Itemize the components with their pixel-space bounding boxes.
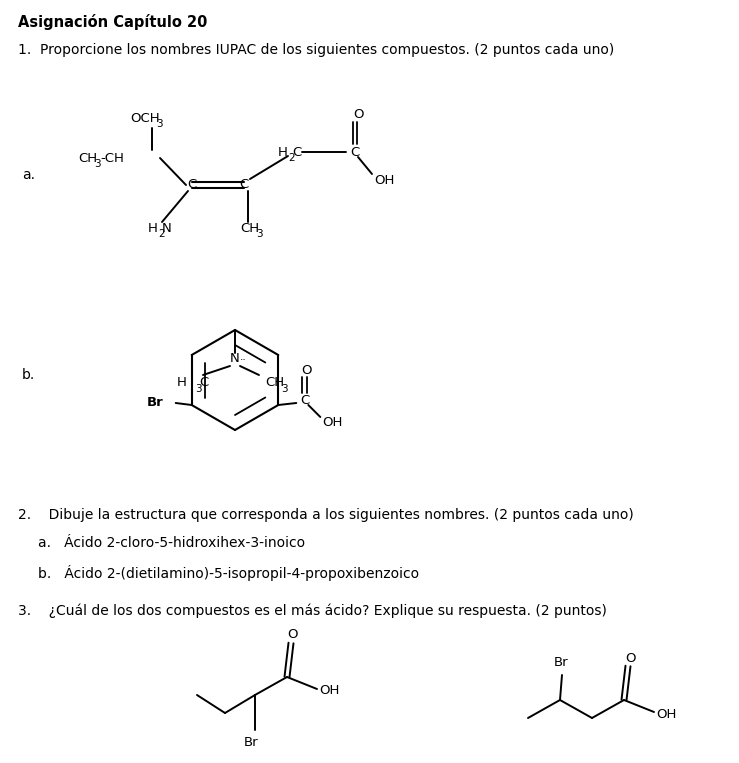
Text: H: H — [278, 146, 288, 159]
Text: OH: OH — [656, 707, 676, 720]
Text: O: O — [287, 629, 299, 642]
Text: Br: Br — [554, 655, 568, 668]
Text: Br: Br — [147, 397, 164, 410]
Text: Asignación Capítulo 20: Asignación Capítulo 20 — [18, 14, 208, 30]
Text: CH: CH — [240, 221, 259, 234]
Text: O: O — [353, 108, 364, 121]
Text: 2: 2 — [288, 153, 295, 163]
Text: H: H — [177, 376, 187, 389]
Text: C: C — [350, 146, 359, 159]
Text: C: C — [292, 146, 302, 159]
Text: OCH: OCH — [130, 111, 160, 124]
Text: C: C — [300, 394, 310, 407]
Text: OH: OH — [374, 173, 395, 186]
Text: C: C — [239, 179, 248, 192]
Text: CH: CH — [78, 152, 97, 165]
Text: O: O — [301, 365, 312, 378]
Text: 1.  Proporcione los nombres IUPAC de los siguientes compuestos. (2 puntos cada u: 1. Proporcione los nombres IUPAC de los … — [18, 43, 614, 57]
Text: a.: a. — [22, 168, 35, 182]
Text: O: O — [624, 652, 636, 665]
Text: 3: 3 — [281, 384, 287, 394]
Text: 3: 3 — [156, 119, 163, 129]
Text: CH: CH — [265, 376, 284, 389]
Text: 2: 2 — [158, 229, 165, 239]
Text: ··: ·· — [240, 355, 247, 365]
Text: H: H — [148, 221, 158, 234]
Text: 2.    Dibuje la estructura que corresponda a los siguientes nombres. (2 puntos c: 2. Dibuje la estructura que corresponda … — [18, 508, 634, 522]
Text: OH: OH — [322, 417, 343, 430]
Text: 3: 3 — [195, 384, 202, 394]
Text: Br: Br — [244, 736, 259, 749]
Text: N: N — [230, 352, 240, 365]
Text: C: C — [188, 179, 197, 192]
Text: -CH: -CH — [100, 152, 124, 165]
Text: N: N — [162, 221, 171, 234]
Text: 3.    ¿Cuál de los dos compuestos es el más ácido? Explique su respuesta. (2 pun: 3. ¿Cuál de los dos compuestos es el más… — [18, 604, 607, 618]
Text: 3: 3 — [256, 229, 262, 239]
Text: a.   Ácido 2-cloro-5-hidroxihex-3-inoico: a. Ácido 2-cloro-5-hidroxihex-3-inoico — [38, 536, 305, 550]
Text: b.   Ácido 2-(dietilamino)-5-isopropil-4-propoxibenzoico: b. Ácido 2-(dietilamino)-5-isopropil-4-p… — [38, 565, 419, 581]
Text: b.: b. — [22, 368, 35, 382]
Text: OH: OH — [319, 684, 339, 697]
Text: C: C — [199, 376, 208, 389]
Text: 3: 3 — [94, 159, 101, 169]
